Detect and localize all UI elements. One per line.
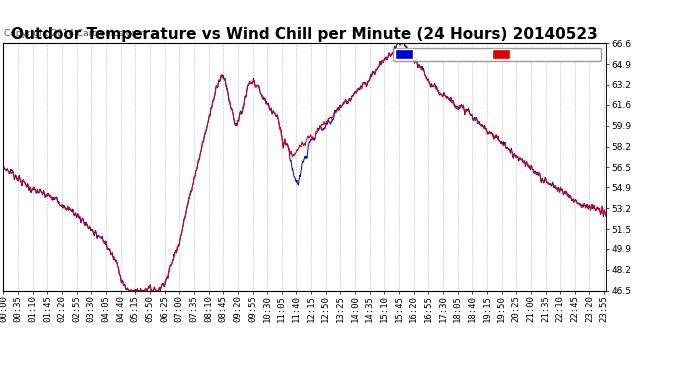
Text: Copyright 2014 Cartronics.com: Copyright 2014 Cartronics.com xyxy=(4,29,145,38)
Title: Outdoor Temperature vs Wind Chill per Minute (24 Hours) 20140523: Outdoor Temperature vs Wind Chill per Mi… xyxy=(11,27,598,42)
Legend: Wind Chill (°F), Temperature (°F): Wind Chill (°F), Temperature (°F) xyxy=(393,48,601,61)
